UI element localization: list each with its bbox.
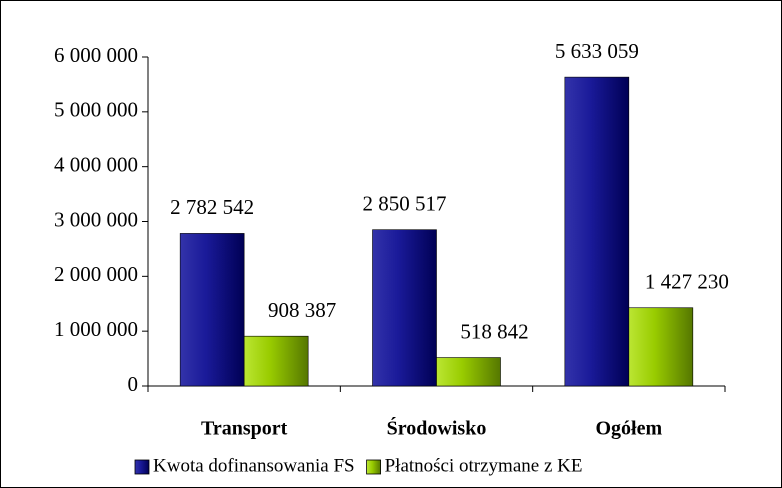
data-label: 5 633 059: [555, 39, 639, 63]
y-tick-label: 3 000 000: [54, 207, 138, 231]
data-label: 2 850 517: [363, 192, 447, 216]
x-tick-label: Transport: [201, 418, 288, 440]
legend-label: Kwota dofinansowania FS: [153, 455, 355, 476]
legend-label: Płatności otrzymane z KE: [385, 455, 583, 476]
y-tick-label: 4 000 000: [54, 152, 138, 176]
y-tick-label: 5 000 000: [54, 98, 138, 122]
y-tick-label: 1 000 000: [54, 317, 138, 341]
data-label: 1 427 230: [645, 270, 729, 294]
bar: [628, 307, 694, 387]
y-tick-label: 2 000 000: [54, 262, 138, 286]
bar: [436, 357, 501, 387]
x-tick-label: Środowisko: [387, 416, 487, 440]
bar: [179, 233, 245, 387]
bar: [372, 229, 437, 387]
legend-swatch: [366, 459, 381, 475]
x-tick-label: Ogółem: [596, 418, 663, 440]
data-label: 518 842: [460, 319, 528, 343]
y-tick-label: 0: [128, 372, 139, 396]
legend-swatch: [134, 459, 150, 475]
bar: [564, 76, 630, 387]
y-tick-label: 6 000 000: [54, 43, 138, 67]
data-label: 908 387: [268, 298, 336, 322]
data-label: 2 782 542: [170, 195, 254, 219]
bar: [243, 335, 309, 387]
